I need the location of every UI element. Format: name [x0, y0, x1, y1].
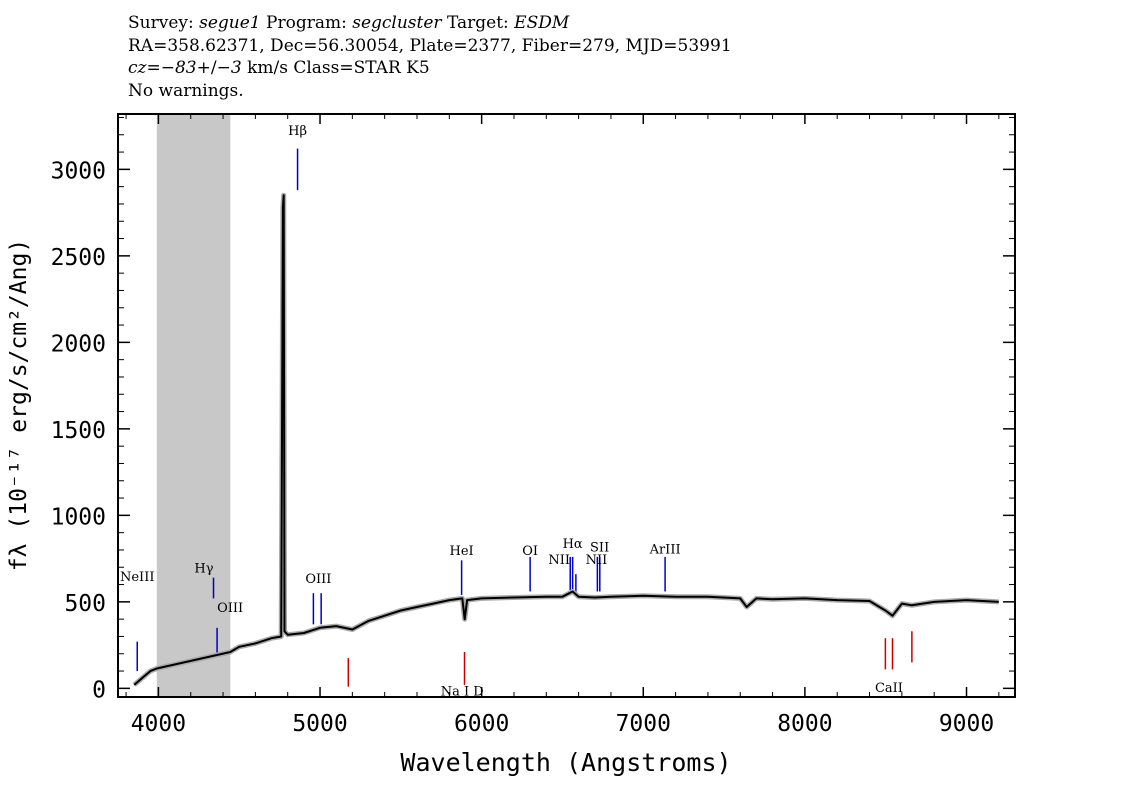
emission-line-label: OIII	[217, 601, 243, 616]
header-line-survey: Survey: segue1 Program: segcluster Targe…	[128, 12, 732, 35]
emission-line-label: HeI	[450, 544, 474, 559]
y-tick-label: 1500	[51, 418, 106, 444]
x-tick-label: 6000	[454, 711, 509, 737]
y-tick-label: 2500	[51, 245, 106, 271]
x-tick-label: 7000	[616, 711, 671, 737]
program-label: Program:	[260, 13, 353, 33]
cz-value: −83	[160, 58, 197, 78]
y-axis-label: fλ (10⁻¹⁷ erg/s/cm²/Ang)	[6, 239, 32, 571]
emission-line-label: OIII	[305, 572, 331, 587]
survey-label: Survey:	[128, 13, 200, 33]
y-tick-label: 500	[64, 591, 106, 617]
cz-label: cz=	[128, 58, 161, 78]
emission-line-label: Hα	[563, 537, 583, 552]
emission-line-label: OI	[522, 544, 538, 559]
emission-line-label: Hγ	[194, 561, 213, 576]
spectrum-series	[132, 192, 999, 687]
cz-error: 3	[230, 58, 242, 78]
plot-frame	[117, 113, 1016, 698]
emission-line-label: SII	[590, 541, 609, 556]
x-tick-label: 4000	[131, 711, 186, 737]
spectrum-series-line	[133, 194, 999, 686]
header-line-coords: RA=358.62371, Dec=56.30054, Plate=2377, …	[128, 35, 732, 56]
emission-line-label: NII	[586, 553, 608, 568]
x-tick-label: 5000	[292, 711, 347, 737]
emission-line-label: NII	[548, 553, 570, 568]
y-tick-label: 1000	[51, 504, 106, 530]
x-tick-label: 8000	[777, 711, 832, 737]
header-line-redshift: cz=−83+/−3 km/s Class=STAR K5	[128, 57, 732, 80]
x-tick-label: 9000	[939, 711, 994, 737]
absorption-line-label: Na I D	[441, 684, 484, 699]
absorption-line-label: CaII	[875, 681, 903, 696]
y-tick-label: 2000	[51, 331, 106, 357]
spectrum-header: Survey: segue1 Program: segcluster Targe…	[128, 12, 732, 102]
header-line-warnings: No warnings.	[128, 80, 244, 101]
masked-region	[156, 114, 231, 697]
y-tick-label: 3000	[51, 158, 106, 184]
target-value: ESDM	[514, 13, 570, 33]
x-axis-label: Wavelength (Angstroms)	[400, 748, 731, 777]
target-label: Target:	[441, 13, 515, 33]
cz-plusminus: +/−	[196, 58, 231, 78]
emission-line-label: Hβ	[288, 124, 307, 139]
y-tick-label: 0	[92, 677, 106, 703]
program-value: segcluster	[352, 13, 442, 33]
survey-value: segue1	[199, 13, 261, 33]
cz-rest: km/s Class=STAR K5	[241, 58, 430, 78]
emission-line-label: NeIII	[120, 570, 154, 585]
emission-line-label: ArIII	[649, 542, 681, 557]
